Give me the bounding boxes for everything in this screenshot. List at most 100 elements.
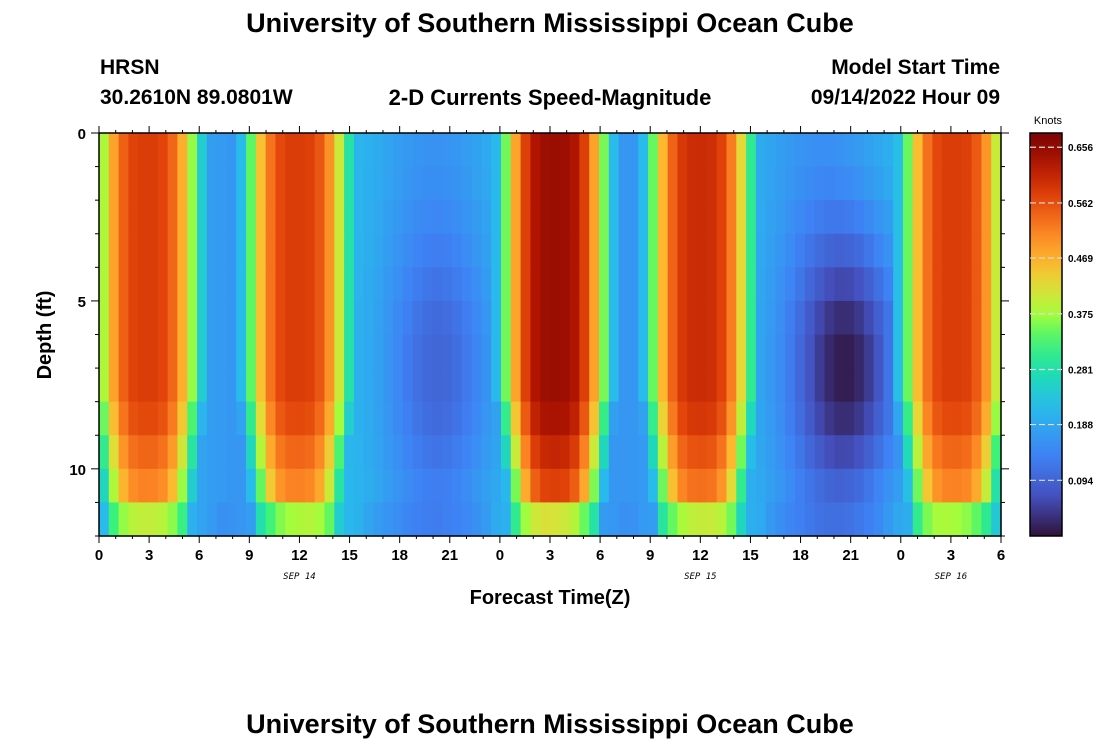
heatmap-cell <box>932 300 943 336</box>
heatmap-cell <box>755 334 767 369</box>
heatmap-cell <box>216 233 228 268</box>
heatmap-cell <box>932 502 943 537</box>
heatmap-cell <box>746 368 757 403</box>
heatmap-cell <box>853 133 865 168</box>
heatmap-cell <box>785 166 796 201</box>
heatmap-cell <box>520 300 531 336</box>
heatmap-cell <box>206 435 218 470</box>
heatmap-cell <box>706 300 718 336</box>
heatmap-cell <box>99 502 110 537</box>
heatmap-cell <box>530 133 541 168</box>
heatmap-cell <box>167 166 179 201</box>
heatmap-cell <box>138 133 149 168</box>
heatmap-cell <box>912 401 924 436</box>
heatmap-cell <box>971 334 982 369</box>
heatmap-cell <box>432 368 443 403</box>
heatmap-cell <box>579 334 590 369</box>
heatmap-cell <box>118 502 130 537</box>
heatmap-cell <box>481 300 492 336</box>
heatmap-cell <box>893 502 904 537</box>
heatmap-cell <box>520 401 531 436</box>
heatmap-cell <box>628 233 639 268</box>
heatmap-cell <box>510 368 522 403</box>
heatmap-cell <box>951 300 963 336</box>
heatmap-cell <box>138 334 149 369</box>
heatmap-cell <box>108 233 120 268</box>
heatmap-cell <box>265 300 277 336</box>
heatmap-cell <box>912 334 924 369</box>
heatmap-cell <box>559 435 571 470</box>
heatmap-cell <box>128 200 139 235</box>
heatmap-cell <box>422 334 433 369</box>
heatmap-cell <box>883 133 894 168</box>
heatmap-cell <box>736 200 747 235</box>
heatmap-cell <box>167 233 179 268</box>
heatmap-cell <box>138 166 149 201</box>
heatmap-cell <box>324 200 335 235</box>
heatmap-cell <box>295 468 306 504</box>
heatmap-cell <box>746 300 757 336</box>
heatmap-cell <box>461 233 473 268</box>
heatmap-cell <box>579 133 590 168</box>
heatmap-cell <box>746 468 757 504</box>
heatmap-cell <box>706 267 718 302</box>
heatmap-cell <box>412 166 424 201</box>
heatmap-cell <box>128 133 139 168</box>
heatmap-cell <box>373 468 384 504</box>
heatmap-cell <box>687 368 698 403</box>
heatmap-cell <box>422 267 433 302</box>
heatmap-cell <box>785 133 796 168</box>
heatmap-cell <box>481 267 492 302</box>
heatmap-cell <box>148 368 159 403</box>
heatmap-cell <box>873 368 884 403</box>
heatmap-cell <box>618 300 630 336</box>
heatmap-cell <box>206 133 218 168</box>
heatmap-cell <box>451 502 463 537</box>
heatmap-cell <box>304 334 316 369</box>
axis-ticks <box>91 126 1009 543</box>
heatmap-cell <box>471 133 482 168</box>
heatmap-cell <box>667 334 679 369</box>
heatmap-cell <box>638 166 649 201</box>
heatmap-cell <box>922 166 933 201</box>
heatmap-cell <box>118 166 130 201</box>
heatmap-cell <box>197 233 208 268</box>
heatmap-cell <box>638 334 649 369</box>
heatmap-cell <box>726 166 737 201</box>
heatmap-cell <box>236 200 247 235</box>
heatmap-cell <box>402 166 414 201</box>
heatmap-cell <box>197 133 208 168</box>
heatmap-cell <box>951 468 963 504</box>
heatmap-cell <box>265 468 277 504</box>
heatmap-cell <box>559 334 571 369</box>
heatmap-cell <box>755 502 767 537</box>
heatmap-cell <box>893 133 904 168</box>
heatmap-cell <box>834 435 845 470</box>
heatmap-cell <box>706 133 718 168</box>
heatmap-cell <box>550 166 561 201</box>
heatmap-cell <box>118 133 130 168</box>
heatmap-cell <box>530 368 541 403</box>
heatmap-cell <box>795 133 806 168</box>
heatmap-cell <box>510 334 522 369</box>
heatmap-cell <box>206 166 218 201</box>
heatmap-cell <box>873 468 884 504</box>
heatmap-cell <box>697 166 708 201</box>
heatmap-cell <box>667 435 679 470</box>
heatmap-cell <box>902 200 914 235</box>
heatmap-cell <box>746 334 757 369</box>
date-label: SEP 16 <box>935 572 968 582</box>
heatmap-cell <box>540 267 551 302</box>
heatmap-cell <box>353 267 365 302</box>
heatmap-cell <box>500 468 512 504</box>
heatmap-cell <box>167 435 179 470</box>
heatmap-cell <box>824 502 835 537</box>
heatmap-cell <box>579 300 590 336</box>
heatmap-cell <box>893 233 904 268</box>
heatmap-cell <box>657 267 669 302</box>
heatmap-cell <box>628 200 639 235</box>
heatmap-cell <box>618 200 630 235</box>
heatmap-cell <box>402 401 414 436</box>
heatmap-cell <box>304 300 316 336</box>
heatmap-cell <box>589 300 600 336</box>
